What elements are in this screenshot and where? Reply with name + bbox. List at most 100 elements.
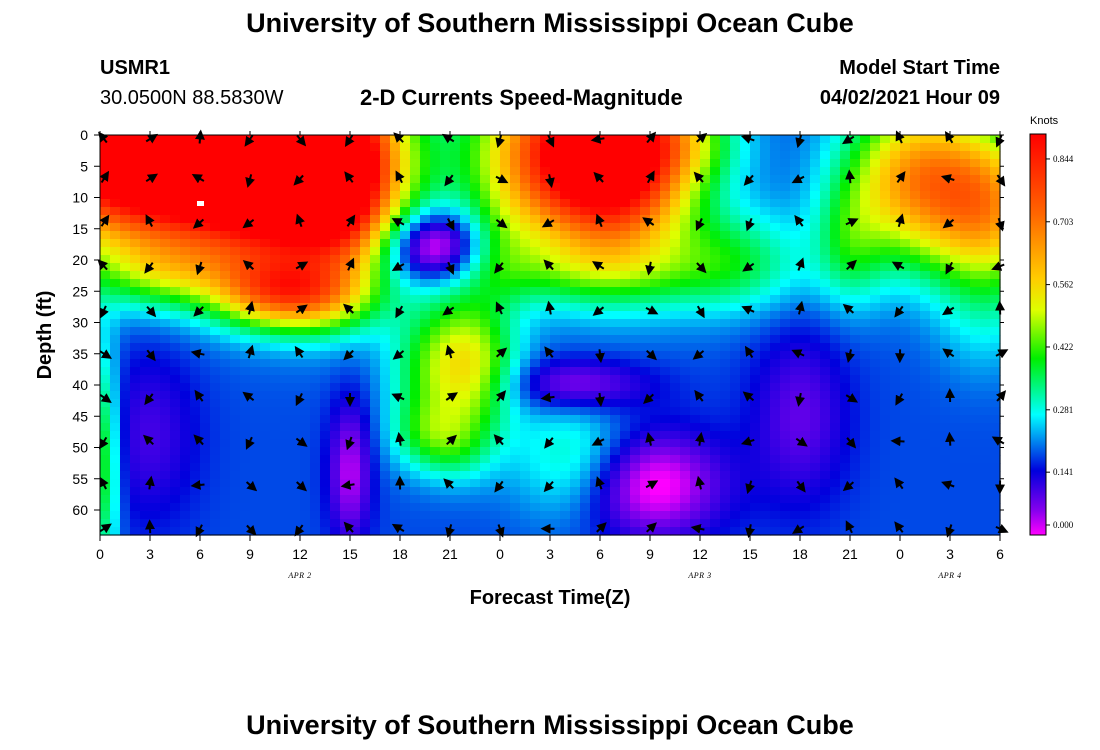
heat-cell (600, 463, 611, 472)
heat-cell (310, 183, 321, 192)
heat-cell (290, 247, 301, 256)
heat-cell (710, 319, 721, 328)
heat-cell (990, 527, 1001, 536)
heat-cell (930, 287, 941, 296)
heat-cell (680, 167, 691, 176)
heat-cell (400, 439, 411, 448)
current-arrow (145, 349, 156, 362)
heat-cell (790, 247, 801, 256)
heat-cell (900, 215, 911, 224)
heat-cell (100, 343, 111, 352)
heat-cell (430, 527, 441, 536)
heat-cell (980, 183, 991, 192)
heat-cell (970, 383, 981, 392)
heat-cell (720, 527, 731, 536)
heat-cell (550, 279, 561, 288)
heat-cell (430, 423, 441, 432)
heat-cell (410, 391, 421, 400)
heat-cell (280, 239, 291, 248)
heat-cell (900, 319, 911, 328)
heat-cell (390, 407, 401, 416)
heat-cell (140, 423, 151, 432)
heat-cell (480, 487, 491, 496)
heat-cell (650, 407, 661, 416)
heat-cell (940, 143, 951, 152)
current-arrow (646, 522, 657, 533)
heat-cell (500, 487, 511, 496)
heat-cell (930, 335, 941, 344)
heat-cell (460, 303, 471, 312)
x-tick-label: 0 (96, 546, 104, 562)
heat-cell (130, 223, 141, 232)
heat-cell (100, 335, 111, 344)
heat-cell (670, 311, 681, 320)
heat-cell (480, 383, 491, 392)
heat-cell (600, 511, 611, 520)
heat-cell (140, 471, 151, 480)
heat-cell (470, 215, 481, 224)
heat-cell (210, 167, 221, 176)
current-arrow (242, 218, 255, 229)
heat-cell (600, 447, 611, 456)
heat-cell (910, 215, 921, 224)
heat-cell (280, 359, 291, 368)
heat-cell (180, 327, 191, 336)
heat-cell (890, 215, 901, 224)
heat-cell (470, 207, 481, 216)
heat-cell (360, 319, 371, 328)
heat-cell (470, 223, 481, 232)
heat-cell (290, 447, 301, 456)
heat-cell (500, 167, 511, 176)
heat-cell (610, 287, 621, 296)
heat-cell (420, 159, 431, 168)
heat-cell (580, 143, 591, 152)
heat-cell (450, 311, 461, 320)
heat-cell (750, 239, 761, 248)
heat-cell (800, 415, 811, 424)
heat-cell (690, 367, 701, 376)
station-id: USMR1 (100, 57, 171, 79)
heat-cell (930, 431, 941, 440)
heat-cell (510, 447, 521, 456)
heat-cell (120, 175, 131, 184)
heat-cell (250, 471, 261, 480)
heat-cell (270, 151, 281, 160)
heat-cell (130, 263, 141, 272)
heat-cell (120, 151, 131, 160)
heat-cell (970, 183, 981, 192)
heat-cell (130, 159, 141, 168)
heat-cell (590, 455, 601, 464)
heat-cell (780, 391, 791, 400)
heat-cell (950, 351, 961, 360)
heat-cell (790, 167, 801, 176)
heat-cell (940, 511, 951, 520)
heat-cell (930, 271, 941, 280)
heat-cell (620, 527, 631, 536)
heat-cell (330, 527, 341, 536)
current-arrow (294, 524, 305, 537)
heat-cell (970, 391, 981, 400)
heat-cell (760, 199, 771, 208)
heat-cell (280, 287, 291, 296)
heat-cell (240, 447, 251, 456)
heat-cell (110, 463, 121, 472)
heat-cell (880, 487, 891, 496)
heat-cell (560, 183, 571, 192)
heat-cell (410, 135, 421, 144)
heat-cell (320, 511, 331, 520)
heat-cell (400, 471, 411, 480)
heat-cell (490, 519, 501, 528)
heat-cell (120, 335, 131, 344)
heat-cell (270, 287, 281, 296)
heat-cell (160, 223, 171, 232)
heat-cell (400, 215, 411, 224)
heat-cell (200, 207, 211, 216)
heat-cell (530, 359, 541, 368)
heat-cell (760, 311, 771, 320)
heat-cell (200, 399, 211, 408)
heat-cell (710, 247, 721, 256)
heat-cell (830, 151, 841, 160)
heat-cell (170, 383, 181, 392)
heat-cell (940, 191, 951, 200)
heat-cell (420, 519, 431, 528)
